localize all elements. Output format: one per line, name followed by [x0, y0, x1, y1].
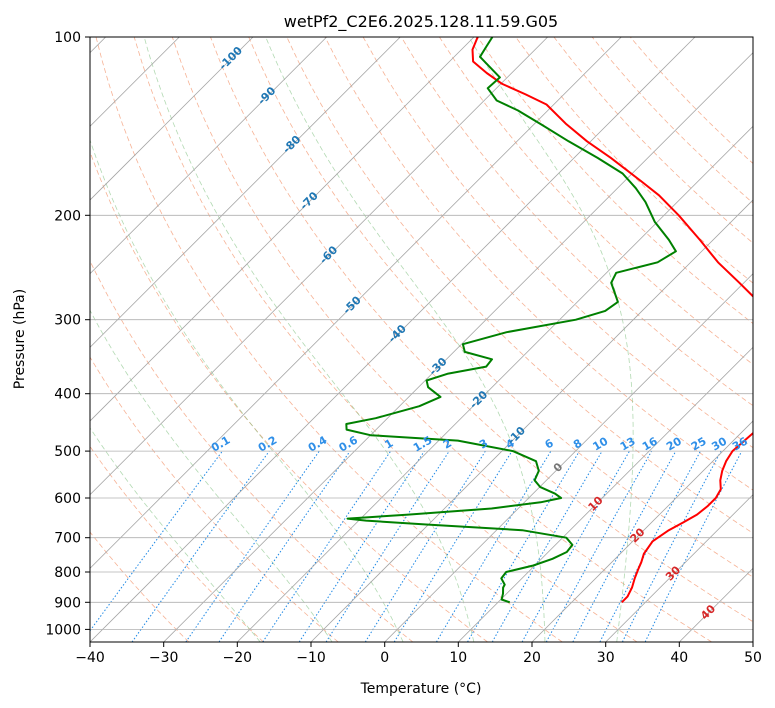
x-tick-label: −10: [296, 650, 326, 666]
dry-adiabat: [90, 150, 488, 642]
dry-adiabat: [439, 37, 753, 365]
y-tick-label: 400: [54, 387, 81, 403]
isotherm-line: [90, 37, 548, 496]
dry-adiabat: [210, 37, 753, 623]
mixing-ratio-line: [644, 450, 743, 642]
isotherm-line: [310, 199, 753, 642]
isotherm-line: [163, 52, 753, 642]
dry-adiabat: [133, 37, 638, 642]
temperature-profile-line: [471, 37, 753, 604]
x-tick-label: −40: [75, 650, 105, 666]
isotherm-line: [90, 37, 401, 348]
y-axis-label: Pressure (hPa): [12, 289, 28, 389]
x-tick-label: −20: [223, 650, 253, 666]
y-tick-label: 500: [54, 444, 81, 460]
isotherm-line: [237, 125, 753, 642]
dry-adiabat: [90, 531, 190, 642]
y-tick-label: 700: [54, 531, 81, 547]
mixing-ratio-line: [435, 450, 552, 642]
mixing-ratio-line: [185, 450, 320, 642]
y-tick-label: 100: [54, 30, 81, 46]
dry-adiabat: [171, 37, 712, 642]
mixing-ratio-line: [545, 450, 653, 642]
y-tick-label: 300: [54, 313, 81, 329]
isotherm-line: [90, 37, 696, 642]
x-tick-label: 20: [523, 650, 541, 666]
y-tick-label: 200: [54, 208, 81, 224]
y-tick-label: 800: [54, 565, 81, 581]
moist-adiabat: [265, 37, 546, 642]
isotherm-line: [458, 346, 753, 642]
x-tick-label: 0: [380, 650, 389, 666]
y-tick-label: 600: [54, 491, 81, 507]
x-axis-label: Temperature (°C): [360, 681, 482, 697]
x-tick-label: 30: [597, 650, 615, 666]
dry-adiabat: [515, 37, 753, 284]
dry-adiabat: [324, 37, 753, 491]
mixing-ratio-line: [325, 450, 450, 642]
isotherm-line: [90, 37, 327, 275]
mixing-ratio-line: [393, 450, 513, 642]
mixing-ratio-line: [218, 450, 351, 642]
chart-title: wetPf2_C2E6.2025.128.11.59.G05: [284, 12, 558, 32]
mixing-ratio-line: [364, 450, 486, 642]
mixing-ratio-line: [131, 450, 270, 642]
moist-adiabat: [90, 138, 404, 642]
mixing-ratio-line: [262, 450, 392, 642]
isotherm-line: [531, 420, 753, 642]
dewpoint-profile-line: [345, 37, 677, 604]
moist-adiabat: [143, 37, 475, 642]
isotherm-line: [384, 273, 753, 642]
dry-adiabat: [400, 37, 753, 407]
dry-adiabat: [90, 356, 339, 642]
x-tick-label: 50: [744, 650, 762, 666]
isotherm-line: [605, 494, 753, 642]
isotherm-line: [90, 37, 254, 201]
dry-adiabat: [95, 37, 563, 642]
x-tick-label: −30: [149, 650, 179, 666]
dry-adiabat: [90, 445, 264, 642]
mixing-ratio-line: [521, 450, 630, 642]
isotherm-line: [90, 37, 622, 569]
x-tick-label: 10: [449, 650, 467, 666]
isotherm-line: [90, 37, 475, 422]
mixing-ratio-line: [298, 450, 425, 642]
x-tick-label: 40: [670, 650, 688, 666]
dry-adiabat: [248, 37, 753, 578]
plot-frame: [89, 36, 754, 643]
y-tick-label: 1000: [45, 622, 81, 638]
mixing-ratio-line: [90, 450, 223, 632]
moist-adiabat: [90, 309, 333, 642]
y-tick-label: 900: [54, 595, 81, 611]
mixing-ratio-line: [572, 450, 677, 642]
moist-adiabat: [90, 427, 261, 642]
mixing-ratio-line: [621, 450, 722, 642]
